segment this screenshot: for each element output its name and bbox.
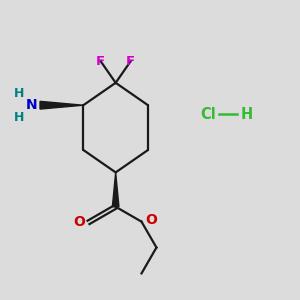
Text: O: O: [146, 213, 157, 227]
Text: H: H: [14, 87, 24, 100]
Text: F: F: [96, 55, 105, 68]
Text: Cl: Cl: [200, 107, 216, 122]
Text: H: H: [14, 111, 24, 124]
Text: O: O: [74, 215, 86, 230]
Polygon shape: [40, 101, 83, 109]
Text: F: F: [126, 55, 135, 68]
Polygon shape: [112, 172, 119, 207]
Text: N: N: [26, 98, 38, 112]
Text: H: H: [241, 107, 253, 122]
